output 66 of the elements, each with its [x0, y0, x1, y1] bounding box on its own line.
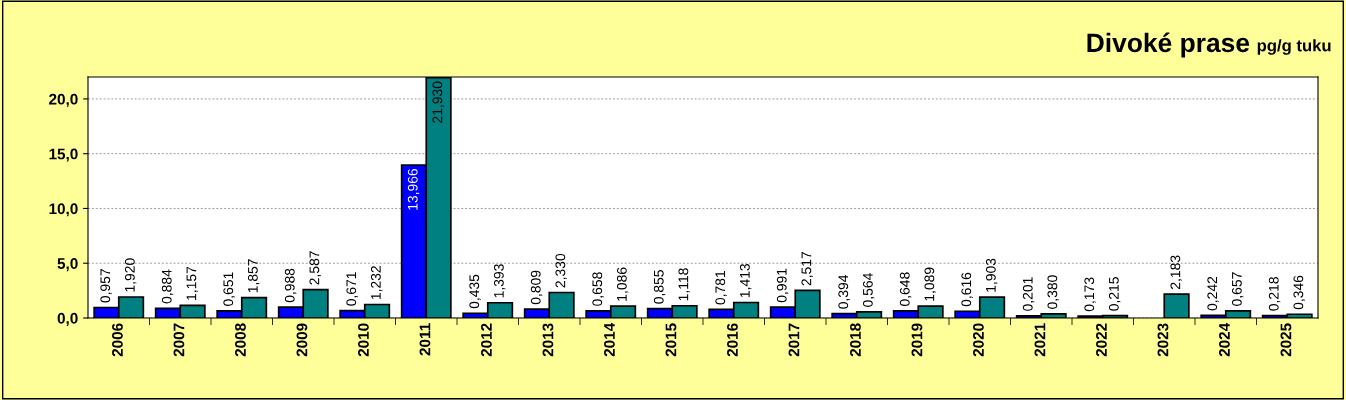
data-label: 1,232 [370, 266, 383, 300]
data-label: 1,393 [493, 264, 506, 298]
x-tick-label: 2024 [1219, 322, 1230, 357]
data-label: 0,380 [1047, 275, 1059, 309]
data-label: 1,118 [678, 268, 690, 301]
x-tick-label: 2019 [911, 323, 923, 357]
data-label: 0,173 [1084, 277, 1096, 312]
data-label: 1,089 [924, 267, 936, 301]
data-label: 0,648 [899, 272, 912, 306]
x-tick-label: 2015 [665, 323, 677, 357]
data-label: 2,517 [801, 251, 813, 286]
data-label: 0,215 [1108, 277, 1121, 311]
data-label: 1,157 [186, 266, 198, 300]
data-label: 0,781 [715, 270, 727, 305]
x-tick-label: 2017 [788, 323, 800, 357]
y-tick-label: 10,0 [49, 203, 78, 217]
x-tick-label: 2018 [850, 323, 861, 357]
y-tick-label: 0,0 [57, 312, 78, 326]
x-tick-label: 2016 [727, 323, 738, 357]
x-tick-label: 2021 [1034, 323, 1046, 357]
data-label: 0,957 [100, 269, 112, 303]
data-label: 2,183 [1170, 255, 1182, 290]
data-label: 0,564 [862, 273, 875, 307]
data-label: 0,884 [161, 269, 174, 304]
x-tick-label: 2013 [542, 323, 554, 357]
data-label: 2,587 [309, 251, 321, 285]
data-label: 1,086 [616, 267, 629, 301]
data-label: 2,330 [555, 253, 567, 288]
x-tick-label: 2009 [296, 323, 308, 357]
data-label: 0,651 [223, 272, 235, 306]
chart-title: Divoké prase [1087, 32, 1250, 58]
chart-subtitle: pg/g tuku [1257, 39, 1331, 55]
x-tick-label: 2007 [173, 323, 185, 357]
data-label: 13,966 [407, 168, 420, 210]
data-label: 0,218 [1268, 277, 1281, 311]
data-label: 1,903 [985, 258, 998, 292]
data-label: 1,920 [124, 258, 137, 292]
x-tick-label: 2023 [1157, 323, 1169, 357]
data-label: 0,394 [838, 274, 850, 309]
x-tick-label: 2010 [358, 323, 369, 357]
x-tick-label: 2008 [235, 323, 246, 357]
x-tick-label: 2014 [604, 322, 615, 357]
data-label: 0,346 [1293, 275, 1305, 310]
x-tick-label: 2011 [419, 323, 431, 356]
x-tick-label: 2025 [1280, 323, 1292, 357]
data-label: 0,201 [1022, 277, 1035, 311]
data-label: 0,991 [776, 268, 789, 303]
x-tick-label: 2012 [481, 323, 492, 357]
data-label: 0,616 [961, 272, 973, 307]
data-label: 1,857 [247, 259, 260, 293]
x-tick-label: 2022 [1096, 323, 1107, 357]
data-label: 0,242 [1207, 276, 1219, 311]
data-label: 0,658 [592, 272, 604, 306]
data-label: 0,809 [530, 270, 543, 305]
data-label: 0,988 [284, 268, 297, 303]
data-label: 0,671 [346, 272, 358, 306]
data-label: 0,435 [469, 274, 481, 309]
y-tick-label: 15,0 [49, 148, 78, 162]
y-tick-label: 5,0 [57, 258, 78, 272]
x-tick-label: 2006 [112, 323, 123, 357]
data-label: 1,413 [739, 263, 752, 298]
data-label: 0,657 [1231, 272, 1244, 306]
x-tick-label: 2020 [973, 323, 984, 357]
data-label: 21,930 [432, 81, 444, 123]
data-label: 0,855 [653, 270, 666, 304]
y-tick-label: 20,0 [49, 93, 78, 107]
